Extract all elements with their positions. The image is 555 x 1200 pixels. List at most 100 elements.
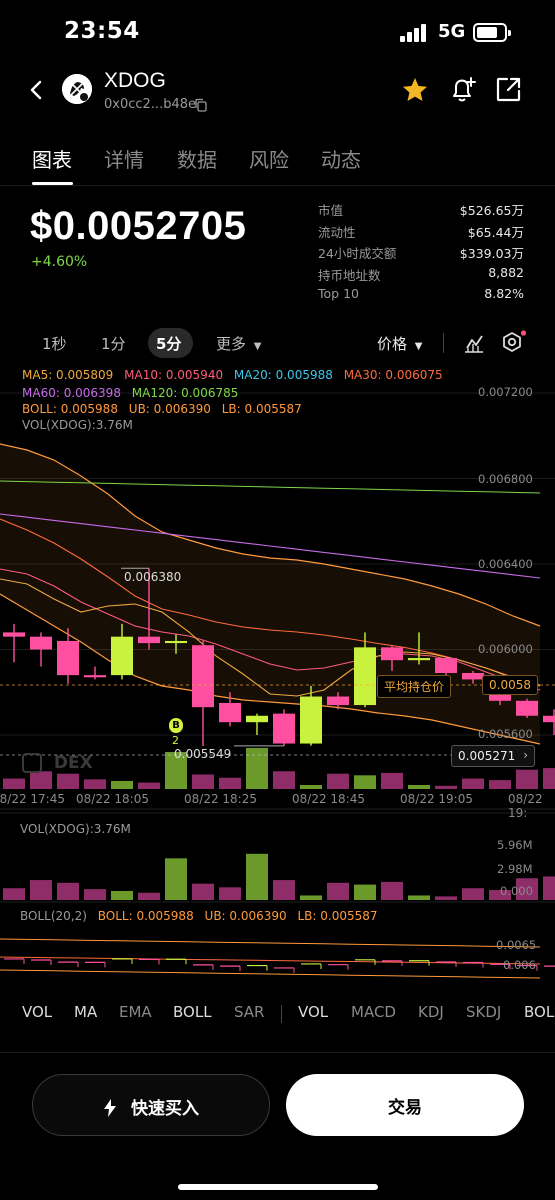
interval-1s[interactable]: 1秒 (42, 335, 67, 353)
quick-buy-button[interactable]: 快速买入 (32, 1074, 270, 1136)
interval-1m[interactable]: 1分 (101, 335, 126, 353)
candle-body (300, 696, 322, 744)
boll-panel-boll: BOLL: 0.005988 (97, 909, 194, 923)
indicator-macd[interactable]: MACD (351, 1003, 396, 1021)
settings-gear-icon[interactable] (500, 329, 528, 357)
indicator-icon[interactable] (463, 332, 485, 354)
token-address: 0x0cc2...b48e (104, 97, 196, 112)
ma5-line (0, 578, 541, 697)
stat-row: 流动性 $65.44万 (318, 222, 524, 244)
stat-row: Top 10 8.82% (318, 286, 524, 308)
buy-marker-badge[interactable]: B (169, 718, 183, 733)
stat-value: $526.65万 (459, 203, 524, 218)
indicator-vol[interactable]: VOL (22, 1003, 53, 1021)
main-volume-bar (273, 771, 295, 789)
stat-label: 流动性 (318, 224, 356, 240)
boll-band-fill (0, 444, 540, 744)
indicator-sub-boll[interactable]: BOL (524, 1003, 555, 1021)
volume-tick: 5.96M (497, 838, 533, 852)
candle-body (138, 636, 160, 644)
main-volume-bar (381, 772, 403, 789)
price-alert-icon[interactable] (448, 74, 478, 104)
stat-row: 24小时成交额 $339.03万 (318, 243, 524, 265)
indicator-skdj[interactable]: SKDJ (466, 1003, 502, 1021)
status-bar: 23:54 5G (0, 0, 555, 66)
more-intervals-button[interactable]: 更多 ▼ (216, 333, 262, 354)
indicator-sub-vol[interactable]: VOL (298, 1003, 329, 1021)
candlestick-chart[interactable] (0, 364, 555, 990)
candle-body (435, 658, 457, 674)
star-icon[interactable] (401, 76, 429, 104)
volume-bar (435, 896, 457, 900)
bottom-action-bar: 快速买入 交易 (0, 1052, 555, 1200)
stat-value: $339.03万 (459, 246, 524, 261)
main-volume-bar (354, 775, 376, 789)
chart-area[interactable]: MA5: 0.005809 MA10: 0.005940 MA20: 0.005… (0, 364, 555, 990)
main-volume-bar (192, 774, 214, 789)
legend-vol: VOL(XDOG):3.76M (22, 418, 133, 432)
legend-boll: BOLL: 0.005988 (22, 402, 118, 416)
quick-buy-label: 快速买入 (130, 1099, 199, 1119)
legend-ma20: MA20: 0.005988 (233, 368, 333, 382)
lightning-icon (104, 1099, 117, 1117)
current-price-tag[interactable]: 0.005271 › (451, 745, 535, 767)
indicator-sar[interactable]: SAR (234, 1003, 265, 1021)
candle-body (381, 647, 403, 661)
main-volume-bar (138, 782, 160, 789)
volume-bar (489, 890, 511, 900)
volume-bar (165, 858, 187, 900)
candle-body (543, 715, 555, 723)
low-price-marker: 0.005549 (174, 747, 232, 761)
volume-bar (30, 880, 52, 900)
tab-details[interactable]: 详情 (104, 148, 144, 172)
indicator-kdj[interactable]: KDJ (418, 1003, 444, 1021)
candle-body (219, 702, 241, 723)
boll-legend-row: BOLL: 0.005988 UB: 0.006390 LB: 0.005587 (22, 402, 309, 416)
main-volume-bar (84, 779, 106, 789)
indicator-ma[interactable]: MA (74, 1003, 98, 1021)
share-icon[interactable] (495, 76, 522, 103)
price-mode-dropdown[interactable]: 价格 ▼ (377, 333, 423, 354)
volume-bar (327, 882, 349, 900)
candle-body (408, 658, 430, 661)
candle-body (111, 636, 133, 676)
volume-panel-label: VOL(XDOG):3.76M (20, 822, 131, 836)
current-price: $0.0052705 (30, 204, 247, 248)
main-volume-bar (57, 773, 79, 789)
price-tick: 0.007200 (478, 385, 533, 399)
main-volume-bar (489, 780, 511, 789)
indicator-ema[interactable]: EMA (119, 1003, 152, 1021)
back-icon[interactable] (26, 79, 48, 101)
avg-hold-value: 0.0058 (482, 675, 538, 695)
candle-body (84, 675, 106, 678)
time-label: 08/22 18:25 (184, 792, 257, 806)
main-volume-bar (165, 751, 187, 789)
tab-activity[interactable]: 动态 (321, 148, 361, 172)
candle-body (273, 713, 295, 744)
legend-ma30: MA30: 0.006075 (343, 368, 443, 382)
copy-icon[interactable] (194, 98, 208, 112)
boll-panel-legend: BOLL(20,2) BOLL: 0.005988 UB: 0.006390 L… (20, 909, 385, 923)
volume-bar (300, 895, 322, 900)
interval-5m[interactable]: 5分 (156, 335, 182, 353)
tab-data[interactable]: 数据 (177, 148, 217, 172)
main-volume-bar (516, 769, 538, 789)
main-volume-bar (543, 768, 555, 789)
price-tick: 0.006400 (478, 557, 533, 571)
boll-sub-middle (0, 956, 541, 965)
main-volume-bar (408, 784, 430, 789)
tab-risk[interactable]: 风险 (249, 148, 289, 172)
status-time: 23:54 (64, 18, 140, 44)
caret-down-icon: ▼ (414, 341, 423, 352)
candle-body (462, 673, 484, 680)
indicator-boll[interactable]: BOLL (173, 1003, 212, 1021)
legend-ma120: MA120: 0.006785 (131, 386, 239, 400)
time-label: 08/22 18:45 (292, 792, 365, 806)
boll-lower-line (0, 593, 541, 745)
ma-legend-row-1: MA5: 0.005809 MA10: 0.005940 MA20: 0.005… (22, 368, 450, 382)
tab-chart[interactable]: 图表 (32, 148, 72, 172)
trade-button[interactable]: 交易 (286, 1074, 524, 1136)
stat-label: 市值 (318, 203, 344, 218)
dex-watermark: DEX (22, 753, 93, 773)
dex-logo-icon (22, 753, 42, 773)
